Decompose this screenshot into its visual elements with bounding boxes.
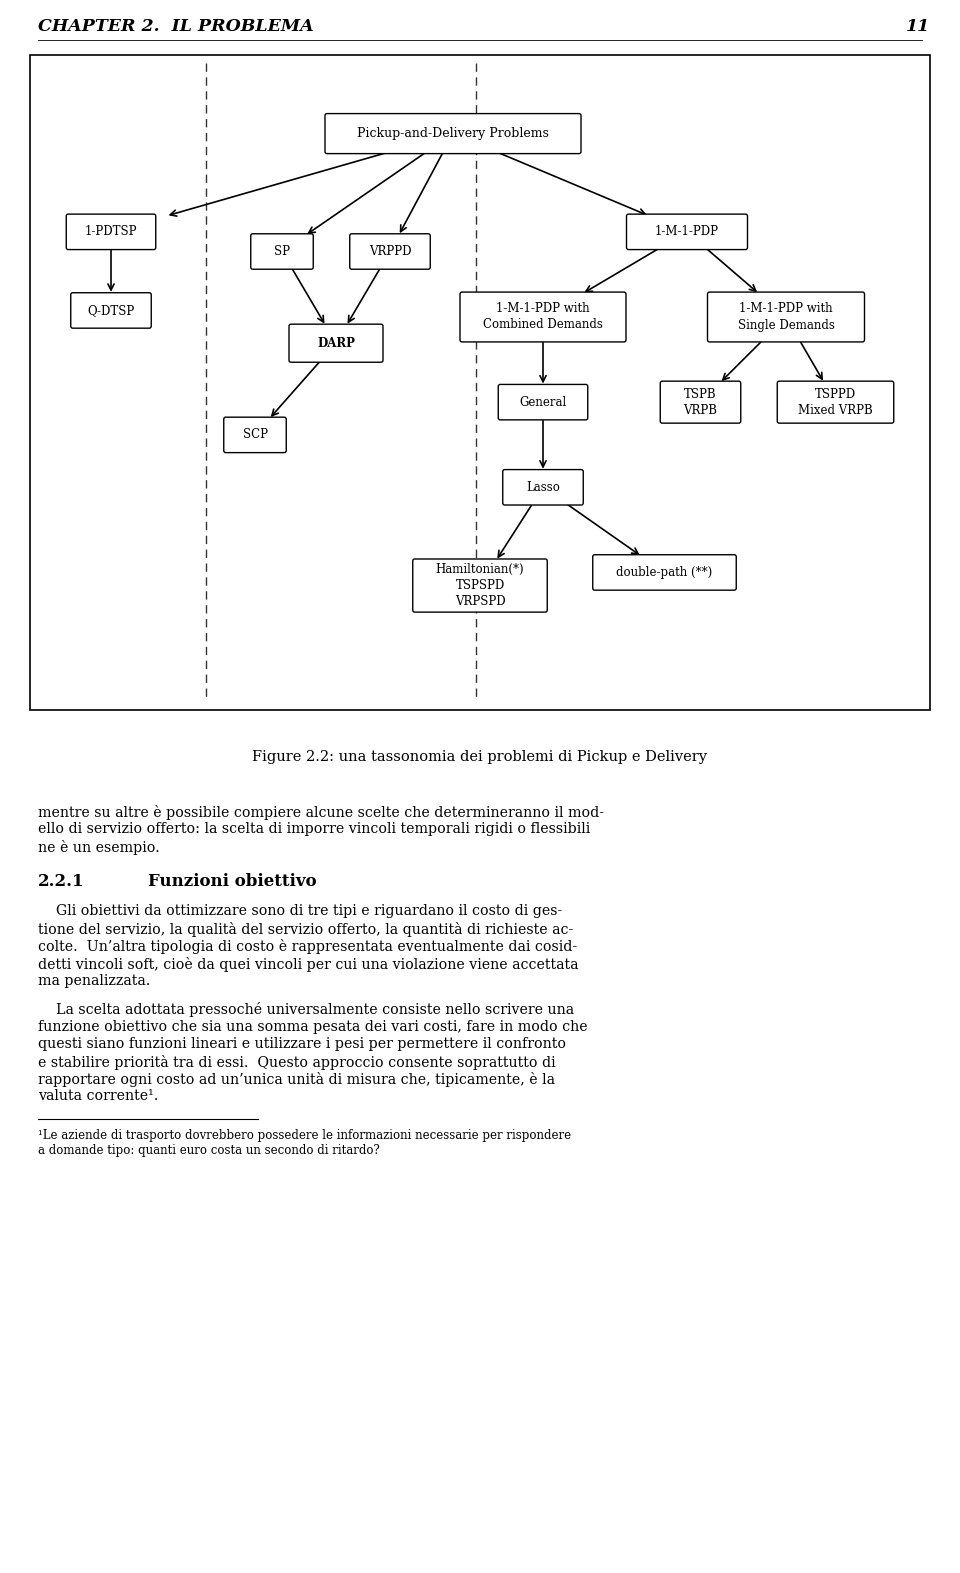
FancyBboxPatch shape: [460, 293, 626, 341]
FancyBboxPatch shape: [224, 417, 286, 453]
Text: e stabilire priorità tra di essi.  Questo approccio consente soprattutto di: e stabilire priorità tra di essi. Questo…: [38, 1054, 556, 1070]
FancyBboxPatch shape: [503, 470, 584, 505]
FancyBboxPatch shape: [413, 558, 547, 612]
Text: 1-PDTSP: 1-PDTSP: [84, 225, 137, 239]
Text: a domande tipo: quanti euro costa un secondo di ritardo?: a domande tipo: quanti euro costa un sec…: [38, 1144, 380, 1158]
FancyBboxPatch shape: [708, 293, 865, 341]
Text: Gli obiettivi da ottimizzare sono di tre tipi e riguardano il costo di ges-: Gli obiettivi da ottimizzare sono di tre…: [38, 904, 563, 919]
Text: detti vincoli soft, cioè da quei vincoli per cui una violazione viene accettata: detti vincoli soft, cioè da quei vincoli…: [38, 956, 579, 972]
FancyBboxPatch shape: [778, 381, 894, 423]
FancyBboxPatch shape: [66, 214, 156, 250]
FancyBboxPatch shape: [349, 234, 430, 269]
Text: Hamiltonian(*)
TSPSPD
VRPSPD: Hamiltonian(*) TSPSPD VRPSPD: [436, 563, 524, 609]
FancyBboxPatch shape: [627, 214, 748, 250]
Text: La scelta adottata pressoché universalmente consiste nello scrivere una: La scelta adottata pressoché universalme…: [38, 1002, 574, 1018]
Text: colte.  Un’altra tipologia di costo è rappresentata eventualmente dai cosid-: colte. Un’altra tipologia di costo è rap…: [38, 939, 577, 955]
Text: CHAPTER 2.  IL PROBLEMA: CHAPTER 2. IL PROBLEMA: [38, 17, 314, 35]
FancyBboxPatch shape: [592, 555, 736, 590]
Text: 1-M-1-PDP with
Single Demands: 1-M-1-PDP with Single Demands: [737, 302, 834, 332]
Text: valuta corrente¹.: valuta corrente¹.: [38, 1090, 158, 1104]
FancyBboxPatch shape: [498, 384, 588, 420]
Text: TSPB
VRPB: TSPB VRPB: [684, 387, 717, 417]
Text: 1-M-1-PDP with
Combined Demands: 1-M-1-PDP with Combined Demands: [483, 302, 603, 332]
Bar: [30, 55, 930, 709]
Text: Q-DTSP: Q-DTSP: [87, 304, 134, 316]
FancyBboxPatch shape: [71, 293, 152, 329]
Text: TSPPD
Mixed VRPB: TSPPD Mixed VRPB: [798, 387, 873, 417]
Text: 2.2.1: 2.2.1: [38, 873, 84, 889]
Text: questi siano funzioni lineari e utilizzare i pesi per permettere il confronto: questi siano funzioni lineari e utilizza…: [38, 1037, 566, 1051]
Text: VRPPD: VRPPD: [369, 245, 411, 258]
FancyBboxPatch shape: [660, 381, 741, 423]
Text: mentre su altre è possibile compiere alcune scelte che determineranno il mod-: mentre su altre è possibile compiere alc…: [38, 805, 604, 820]
Text: SCP: SCP: [243, 428, 268, 442]
Text: funzione obiettivo che sia una somma pesata dei vari costi, fare in modo che: funzione obiettivo che sia una somma pes…: [38, 1019, 588, 1033]
FancyBboxPatch shape: [251, 234, 313, 269]
Text: rapportare ogni costo ad un’unica unità di misura che, tipicamente, è la: rapportare ogni costo ad un’unica unità …: [38, 1073, 555, 1087]
FancyBboxPatch shape: [289, 324, 383, 362]
Text: ¹Le aziende di trasporto dovrebbero possedere le informazioni necessarie per ris: ¹Le aziende di trasporto dovrebbero poss…: [38, 1129, 571, 1142]
Text: tione del servizio, la qualità del servizio offerto, la quantità di richieste ac: tione del servizio, la qualità del servi…: [38, 922, 573, 938]
Text: 11: 11: [905, 17, 930, 35]
Text: Lasso: Lasso: [526, 481, 560, 494]
Text: General: General: [519, 396, 566, 409]
Text: Funzioni obiettivo: Funzioni obiettivo: [148, 873, 317, 889]
Text: ma penalizzata.: ma penalizzata.: [38, 975, 151, 988]
Text: double-path (**): double-path (**): [616, 566, 712, 579]
Text: DARP: DARP: [317, 337, 355, 349]
Text: Pickup-and-Delivery Problems: Pickup-and-Delivery Problems: [357, 127, 549, 140]
Text: 1-M-1-PDP: 1-M-1-PDP: [655, 225, 719, 239]
FancyBboxPatch shape: [325, 113, 581, 154]
Text: SP: SP: [274, 245, 290, 258]
Text: ello di servizio offerto: la scelta di imporre vincoli temporali rigidi o flessi: ello di servizio offerto: la scelta di i…: [38, 823, 590, 837]
Text: Figure 2.2: una tassonomia dei problemi di Pickup e Delivery: Figure 2.2: una tassonomia dei problemi …: [252, 750, 708, 764]
Text: ne è un esempio.: ne è un esempio.: [38, 840, 159, 856]
